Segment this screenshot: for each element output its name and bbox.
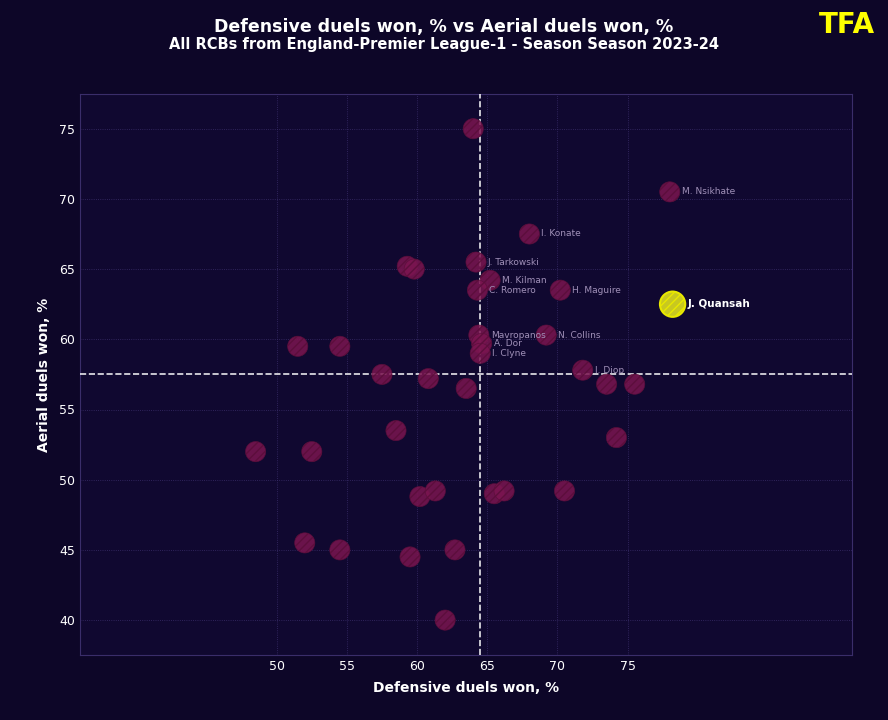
X-axis label: Defensive duels won, %: Defensive duels won, % xyxy=(373,681,559,696)
Text: J. Tarkowski: J. Tarkowski xyxy=(488,258,540,266)
Circle shape xyxy=(472,333,492,354)
Circle shape xyxy=(302,441,321,462)
Circle shape xyxy=(660,181,680,202)
Circle shape xyxy=(660,292,686,317)
Circle shape xyxy=(404,259,424,279)
Text: M. Kilman: M. Kilman xyxy=(502,276,547,285)
Circle shape xyxy=(480,270,500,290)
Text: N. Collins: N. Collins xyxy=(559,330,600,340)
Circle shape xyxy=(554,481,575,501)
Circle shape xyxy=(519,224,540,244)
Text: J. Quansah: J. Quansah xyxy=(687,300,750,309)
Circle shape xyxy=(425,481,446,501)
Circle shape xyxy=(494,481,514,501)
Circle shape xyxy=(295,533,315,553)
Circle shape xyxy=(551,280,570,300)
Text: I. Diop: I. Diop xyxy=(595,366,623,374)
Circle shape xyxy=(467,280,488,300)
Text: I. Clyne: I. Clyne xyxy=(492,348,527,358)
Circle shape xyxy=(409,487,430,507)
Circle shape xyxy=(624,374,645,395)
Circle shape xyxy=(464,119,483,139)
Text: H. Maguire: H. Maguire xyxy=(572,286,621,294)
Circle shape xyxy=(445,540,465,560)
Circle shape xyxy=(400,546,420,567)
Circle shape xyxy=(536,325,557,345)
Text: M. Nsikhate: M. Nsikhate xyxy=(682,187,735,197)
Circle shape xyxy=(597,374,616,395)
Text: Defensive duels won, % vs Aerial duels won, %: Defensive duels won, % vs Aerial duels w… xyxy=(214,18,674,36)
Circle shape xyxy=(573,360,593,380)
Circle shape xyxy=(329,540,350,560)
Circle shape xyxy=(397,256,417,276)
Circle shape xyxy=(607,428,627,448)
Text: I. Konate: I. Konate xyxy=(542,230,581,238)
Circle shape xyxy=(386,420,406,441)
Circle shape xyxy=(466,252,486,272)
Text: All RCBs from England-Premier League-1 - Season Season 2023-24: All RCBs from England-Premier League-1 -… xyxy=(169,37,719,53)
Circle shape xyxy=(288,336,308,356)
Circle shape xyxy=(435,610,456,630)
Text: C. Romero: C. Romero xyxy=(489,286,536,294)
Circle shape xyxy=(469,325,489,345)
Y-axis label: Aerial duels won, %: Aerial duels won, % xyxy=(36,297,51,451)
Circle shape xyxy=(329,336,350,356)
Text: Mavropanos: Mavropanos xyxy=(491,330,545,340)
Circle shape xyxy=(372,364,392,384)
Text: A. Dor: A. Dor xyxy=(494,339,521,348)
Circle shape xyxy=(245,441,266,462)
Circle shape xyxy=(418,369,439,389)
Circle shape xyxy=(456,378,476,399)
Text: TFA: TFA xyxy=(819,11,875,39)
Circle shape xyxy=(470,343,490,364)
Circle shape xyxy=(484,484,504,504)
